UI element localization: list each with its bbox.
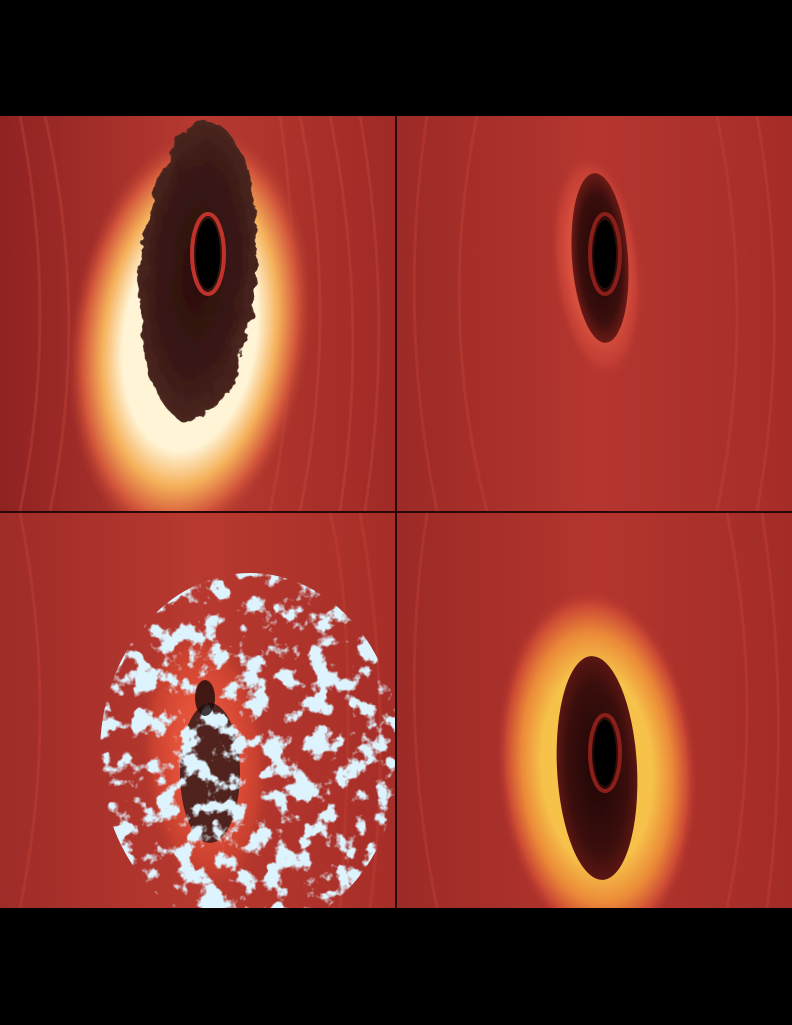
panel-bottom-left xyxy=(0,513,395,908)
image-grid xyxy=(0,116,792,908)
blue-plasma-cloud xyxy=(100,573,395,908)
panel-top-left-art xyxy=(0,116,395,511)
panel-bottom-left-art xyxy=(0,513,395,908)
panel-bottom-right-art xyxy=(397,513,792,908)
disk-streaks xyxy=(412,513,780,908)
black-hole-icon xyxy=(594,220,616,288)
black-hole-icon xyxy=(195,680,215,716)
horizontal-divider xyxy=(0,511,792,513)
black-hole-icon xyxy=(196,219,220,289)
disk-streaks xyxy=(412,116,776,511)
panel-top-right-art xyxy=(397,116,792,511)
inner-ring xyxy=(588,713,622,793)
inner-ring xyxy=(588,212,622,296)
inner-ring xyxy=(190,212,226,296)
black-hole-icon xyxy=(594,720,616,786)
panel-top-right xyxy=(397,116,792,511)
panel-top-left xyxy=(0,116,395,511)
panel-bottom-right xyxy=(397,513,792,908)
